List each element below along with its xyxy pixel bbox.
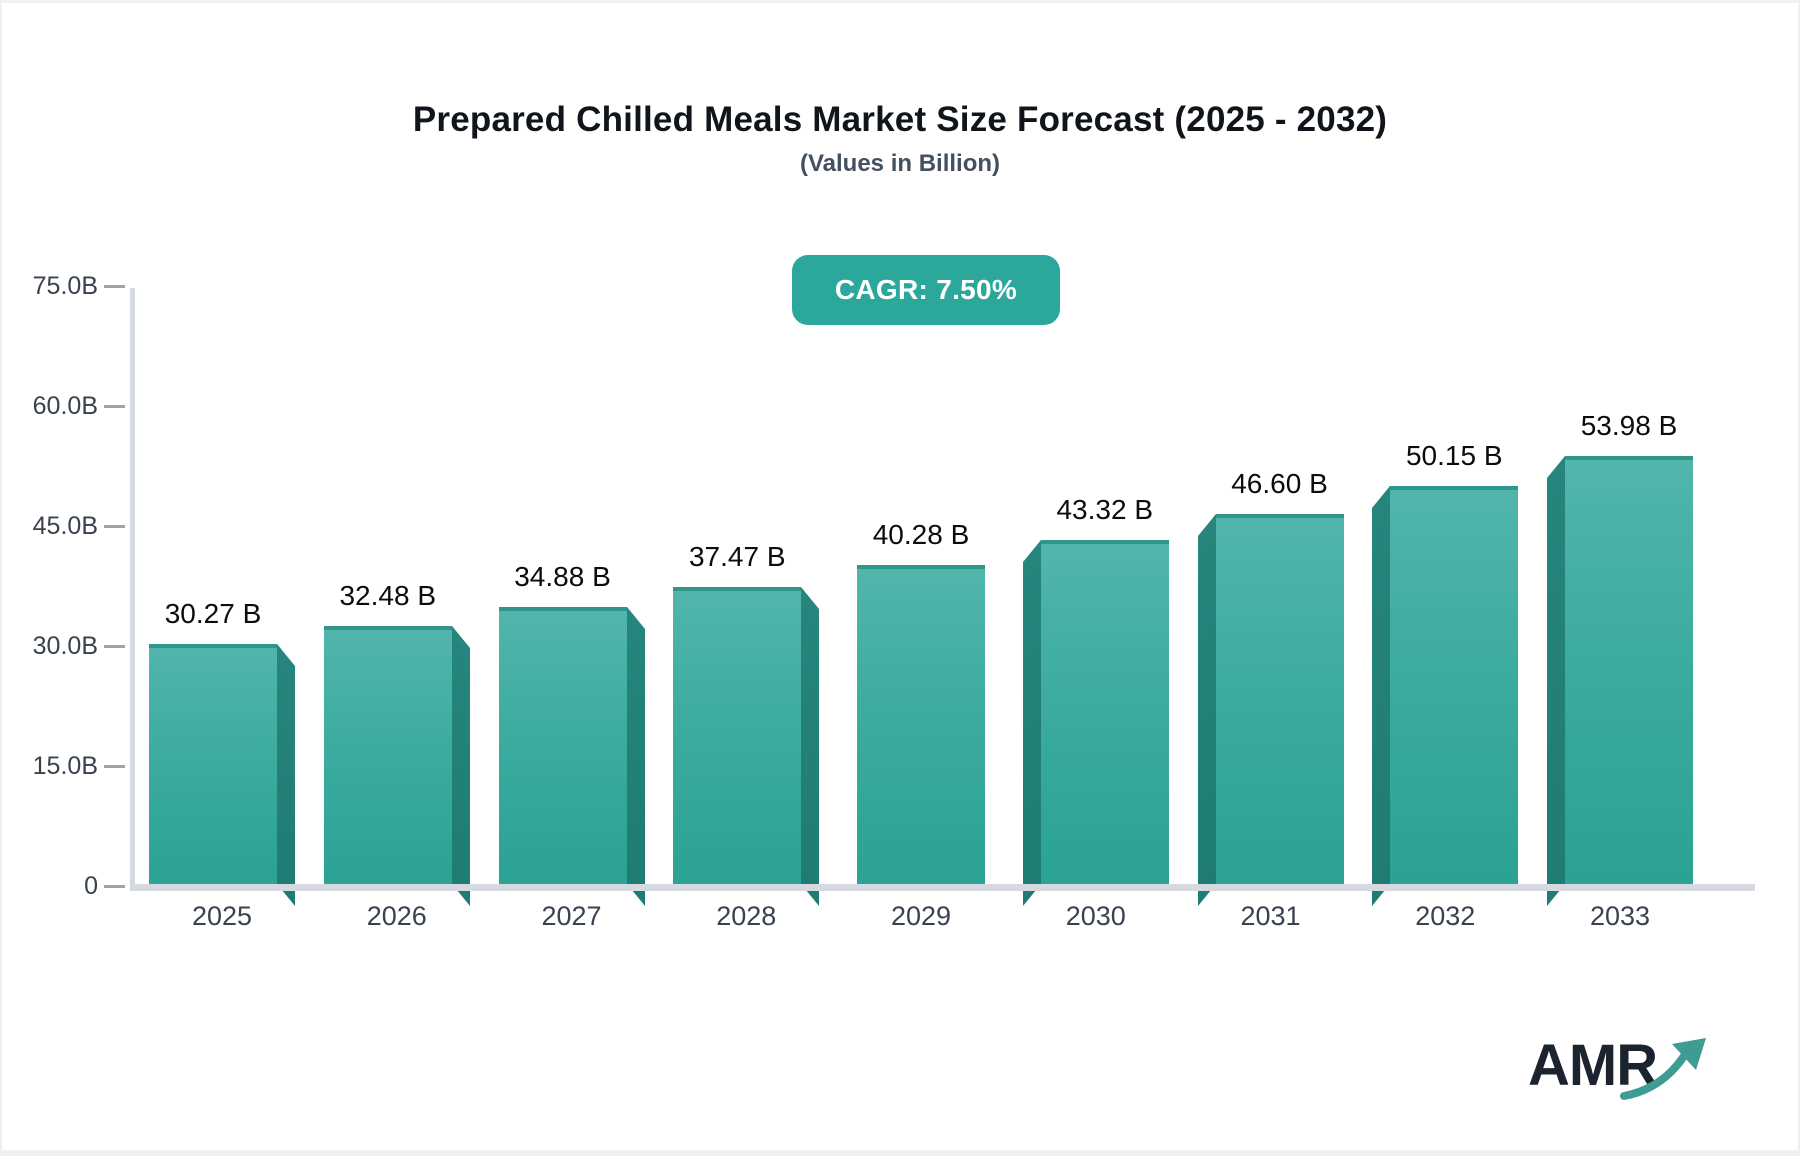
- y-tick-mark: [104, 285, 125, 288]
- bar-side-face-2025: [277, 643, 295, 906]
- bar-value-label-2027: 34.88 B: [514, 561, 611, 593]
- bar-2031[interactable]: [1215, 514, 1344, 884]
- x-axis-label-2032: 2032: [1415, 901, 1476, 931]
- growth-arrow-icon: [1620, 1038, 1706, 1100]
- bar-side-face-2026: [451, 626, 470, 906]
- y-tick-label: 60.0B: [32, 392, 98, 420]
- y-tick-label: 15.0B: [32, 752, 98, 780]
- bar-value-label-2032: 50.15 B: [1405, 440, 1503, 472]
- x-axis-label-2031: 2031: [1240, 901, 1301, 931]
- y-tick-label: 75.0B: [32, 272, 98, 300]
- bar-side-face-2030: [1022, 540, 1041, 906]
- bar-side-face-2033: [1547, 455, 1565, 906]
- y-tick-mark: [104, 645, 125, 648]
- y-tick-mark: [104, 525, 125, 528]
- page-title: Prepared Chilled Meals Market Size Forec…: [412, 100, 1388, 139]
- bar-side-face-2027: [626, 607, 645, 906]
- bar-value-label-2029: 40.28 B: [872, 518, 970, 550]
- bar-2032[interactable]: [1390, 486, 1519, 884]
- bar-2028[interactable]: [673, 586, 802, 884]
- y-tick-label: 30.0B: [32, 632, 98, 660]
- x-axis-label-2025: 2025: [191, 901, 253, 931]
- bar-value-label-2025: 30.27 B: [164, 597, 262, 629]
- y-tick-mark: [104, 885, 125, 888]
- x-axis-label-2030: 2030: [1065, 901, 1126, 931]
- bar-2025[interactable]: [149, 643, 277, 884]
- bar-2033[interactable]: [1565, 455, 1693, 884]
- bar-value-label-2026: 32.48 B: [339, 580, 437, 612]
- bar-side-face-2028: [801, 586, 820, 906]
- page-subtitle: (Values in Billion): [799, 150, 1001, 177]
- bar-side-face-2031: [1197, 514, 1216, 906]
- y-tick-mark: [104, 765, 125, 768]
- bar-value-label-2031: 46.60 B: [1231, 468, 1328, 500]
- y-axis-line: [130, 288, 135, 891]
- x-axis-baseline: [130, 884, 1755, 891]
- amr-logo: AMR: [1528, 1032, 1718, 1102]
- bar-value-label-2033: 53.98 B: [1580, 409, 1678, 441]
- y-tick-mark: [104, 405, 125, 408]
- bar-side-face-2032: [1372, 486, 1391, 906]
- x-axis-label-2028: 2028: [716, 901, 777, 931]
- x-axis-label-2027: 2027: [541, 901, 602, 931]
- bar-2029[interactable]: [857, 564, 985, 884]
- bar-2030[interactable]: [1040, 540, 1169, 884]
- y-tick-label: 45.0B: [32, 512, 98, 540]
- cagr-badge: CAGR: 7.50%: [792, 255, 1060, 325]
- x-axis-label-2029: 2029: [890, 901, 952, 931]
- x-axis-label-2033: 2033: [1589, 901, 1651, 931]
- bar-2027[interactable]: [498, 607, 627, 884]
- bar-2026[interactable]: [323, 626, 452, 884]
- y-tick-label: 0: [84, 872, 98, 900]
- x-axis-label-2026: 2026: [366, 901, 427, 931]
- amr-logo-text: AMR: [1528, 1033, 1658, 1098]
- bar-value-label-2028: 37.47 B: [688, 540, 786, 572]
- bar-value-label-2030: 43.32 B: [1056, 494, 1154, 526]
